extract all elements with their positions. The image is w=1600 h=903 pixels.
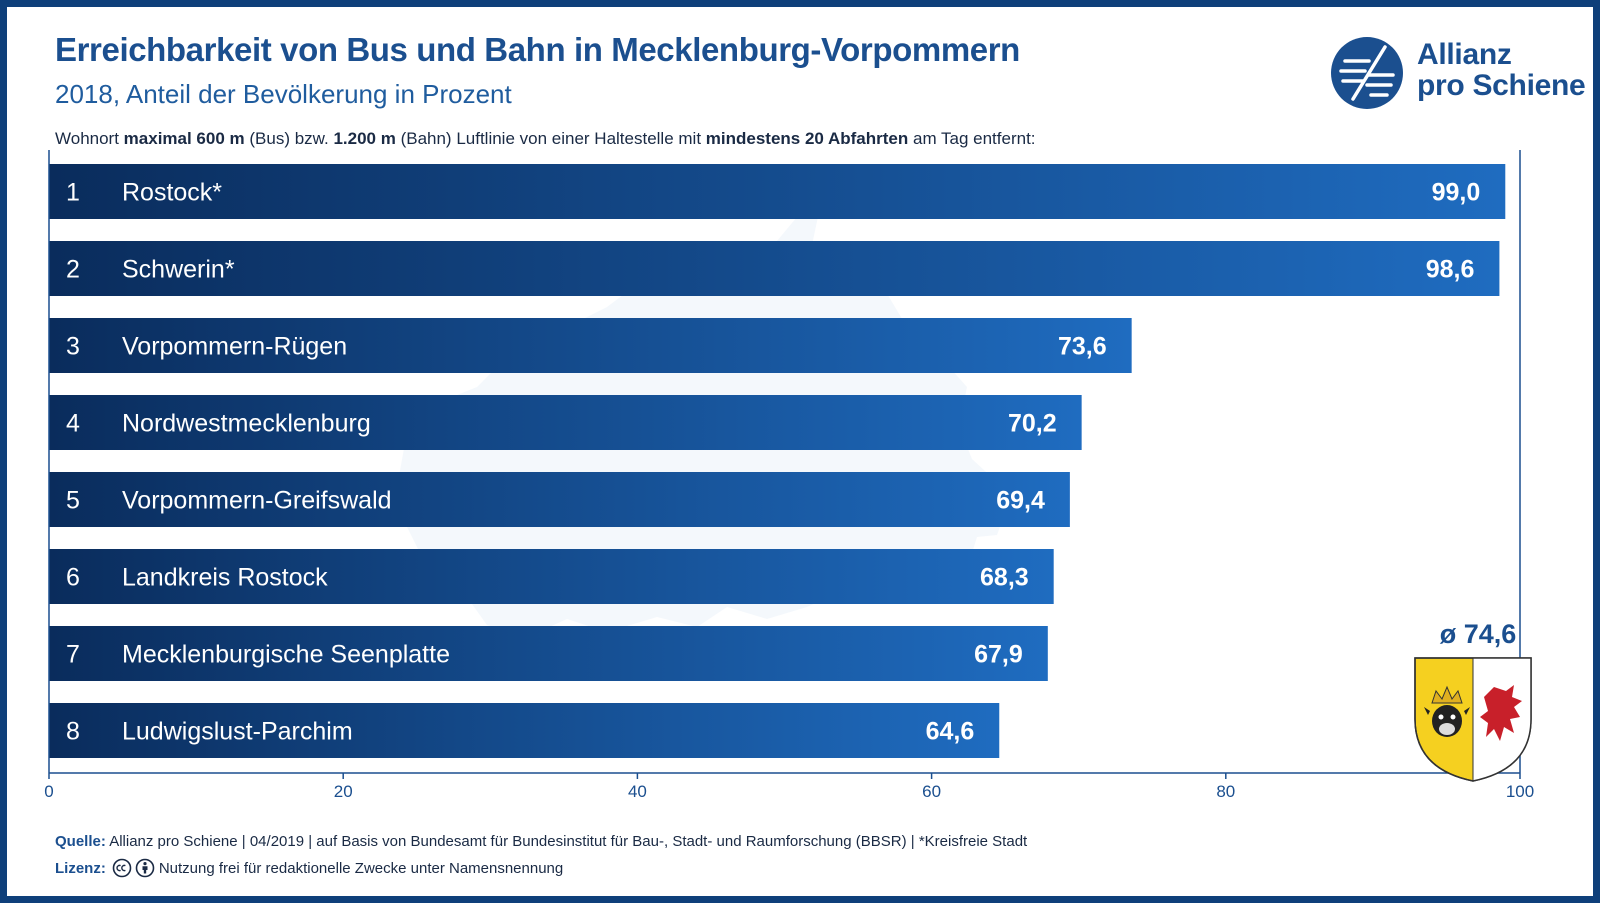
x-tick-label: 0 (44, 782, 53, 801)
bar (49, 164, 1506, 219)
bar-rank-label: 7 (66, 641, 80, 669)
bar-value-label: 64,6 (926, 718, 975, 746)
logo-text: Allianz pro Schiene (1417, 38, 1586, 102)
bar-category-label: Schwerin* (122, 256, 235, 284)
logo-line-1: Allianz (1417, 38, 1512, 71)
bars: 1 Rostock* 99,0 2 Schwerin* 98,6 3 Vorpommern-R… (49, 164, 1506, 758)
allianz-pro-schiene-logo: Allianz pro Schiene (1329, 35, 1586, 115)
license-label: Lizenz: (55, 859, 106, 877)
bar-value-label: 69,4 (996, 487, 1045, 515)
bar-category-label: Vorpommern-Greifswald (122, 487, 392, 515)
bar (49, 318, 1132, 373)
x-tick-label: 100 (1506, 782, 1534, 801)
bar-category-label: Vorpommern-Rügen (122, 333, 347, 361)
note-text-4: am Tag entfernt: (908, 129, 1036, 148)
license-text: Nutzung frei für redaktionelle Zwecke un… (158, 859, 564, 877)
note-text-1: Wohnort (55, 129, 124, 148)
x-tick-label: 80 (1216, 782, 1235, 801)
bar (49, 626, 1048, 681)
allianz-pro-schiene-logo-icon (1331, 37, 1403, 109)
x-tick-label: 60 (922, 782, 941, 801)
chart-title: Erreichbarkeit von Bus und Bahn in Meckl… (55, 31, 1020, 68)
bar (49, 549, 1054, 604)
bar-value-label: 70,2 (1008, 410, 1057, 438)
note-text-3: (Bahn) Luftlinie von einer Haltestelle m… (395, 129, 706, 148)
source-line: Quelle: Allianz pro Schiene | 04/2019 | … (55, 833, 1027, 850)
bar (49, 472, 1070, 527)
attribution-icon (135, 858, 155, 878)
chart-note: Wohnort maximal 600 m (Bus) bzw. 1.200 m… (55, 129, 1036, 149)
bar-value-label: 99,0 (1432, 179, 1481, 207)
note-text-2: (Bus) bzw. (244, 129, 334, 148)
bar-rank-label: 3 (66, 333, 80, 361)
source-label: Quelle: (55, 833, 106, 850)
bar-rank-label: 8 (66, 718, 80, 746)
cc-icon (112, 858, 132, 878)
bar-category-label: Landkreis Rostock (122, 564, 328, 592)
note-bold-1: maximal 600 m (123, 129, 245, 148)
bar-category-label: Nordwestmecklenburg (122, 410, 371, 438)
note-bold-2: 1.200 m (333, 129, 396, 148)
note-bold-3: mindestens 20 Abfahrten (705, 129, 909, 148)
bar-rank-label: 4 (66, 410, 80, 438)
logo-line-2: pro Schiene (1417, 69, 1586, 102)
bar (49, 395, 1082, 450)
mecklenburg-vorpommern-coat-of-arms-icon (1414, 657, 1532, 782)
average-label: ø 74,6 (1439, 619, 1517, 649)
x-tick-label: 20 (334, 782, 353, 801)
bar (49, 241, 1500, 296)
bar-rank-label: 2 (66, 256, 80, 284)
x-axis: 0 20 40 60 80 100 (44, 150, 1534, 801)
bar-rank-label: 5 (66, 487, 80, 515)
bar-rank-label: 6 (66, 564, 80, 592)
bar-value-label: 98,6 (1426, 256, 1475, 284)
bar-category-label: Rostock* (122, 179, 222, 207)
chart-subtitle: 2018, Anteil der Bevölkerung in Prozent (55, 79, 512, 109)
x-tick-label: 40 (628, 782, 647, 801)
bar-category-label: Ludwigslust-Parchim (122, 718, 353, 746)
bar (49, 703, 1000, 758)
bar-chart: 1 Rostock* 99,0 2 Schwerin* 98,6 3 Vorpommern-R… (44, 150, 1534, 801)
bar-value-label: 67,9 (974, 641, 1023, 669)
source-text: Allianz pro Schiene | 04/2019 | auf Basi… (109, 833, 1028, 850)
bar-value-label: 68,3 (980, 564, 1029, 592)
license-line: Lizenz: Nutzung frei für redaktionelle Z… (55, 858, 563, 878)
bar-rank-label: 1 (66, 179, 80, 207)
bar-category-label: Mecklenburgische Seenplatte (122, 641, 450, 669)
bar-value-label: 73,6 (1058, 333, 1107, 361)
